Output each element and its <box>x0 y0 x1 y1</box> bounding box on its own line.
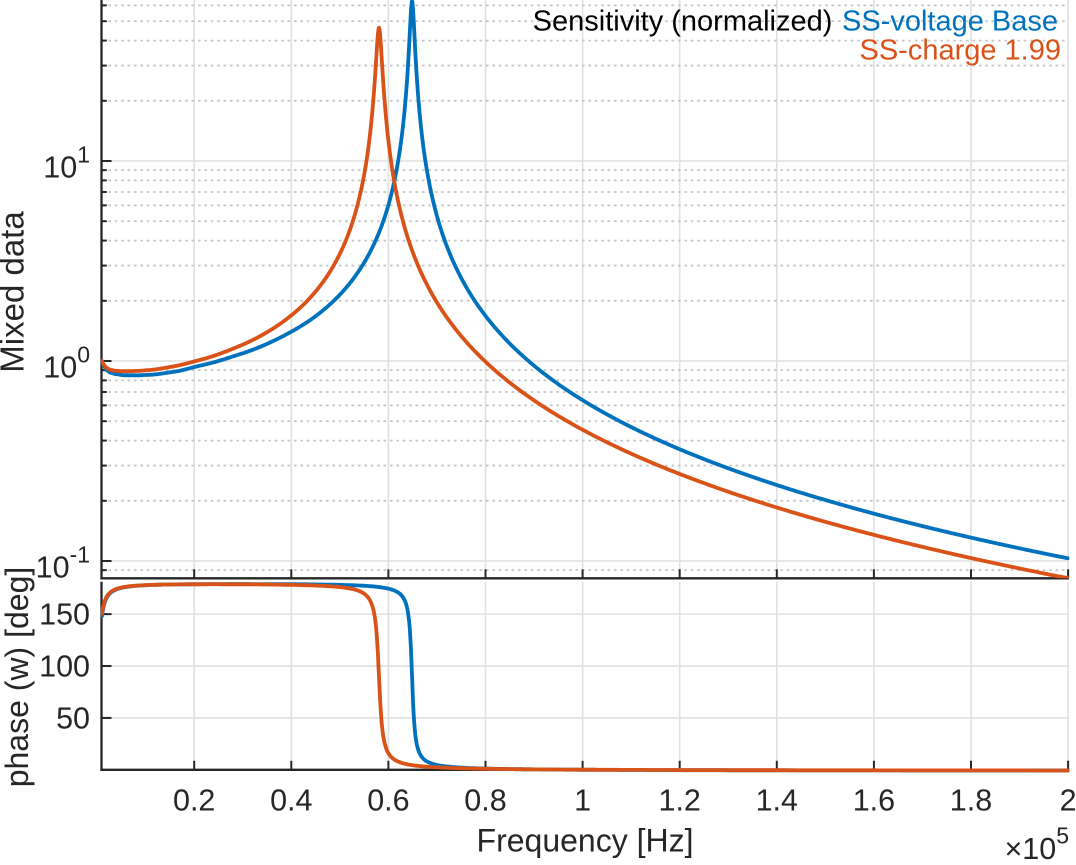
svg-text:1: 1 <box>574 784 591 818</box>
svg-text:0.6: 0.6 <box>367 784 409 818</box>
svg-text:150: 150 <box>39 598 90 632</box>
svg-text:phase (w) [deg]: phase (w) [deg] <box>0 567 35 788</box>
svg-text:1.6: 1.6 <box>853 784 895 818</box>
svg-text:1.2: 1.2 <box>658 784 700 818</box>
svg-text:Mixed data: Mixed data <box>0 211 31 373</box>
svg-text:SS-charge 1.99: SS-charge 1.99 <box>859 35 1061 67</box>
svg-text:Sensitivity (normalized) SS-vo: Sensitivity (normalized) SS-voltage Base <box>533 6 1058 38</box>
svg-text:2: 2 <box>1060 784 1076 818</box>
svg-text:1.4: 1.4 <box>756 784 798 818</box>
svg-text:Frequency [Hz]: Frequency [Hz] <box>477 823 694 859</box>
svg-text:0.8: 0.8 <box>464 784 506 818</box>
svg-text:0.2: 0.2 <box>173 784 215 818</box>
svg-text:100: 100 <box>39 650 90 684</box>
svg-text:1.8: 1.8 <box>950 784 992 818</box>
svg-text:50: 50 <box>56 701 90 735</box>
svg-text:0.4: 0.4 <box>270 784 312 818</box>
